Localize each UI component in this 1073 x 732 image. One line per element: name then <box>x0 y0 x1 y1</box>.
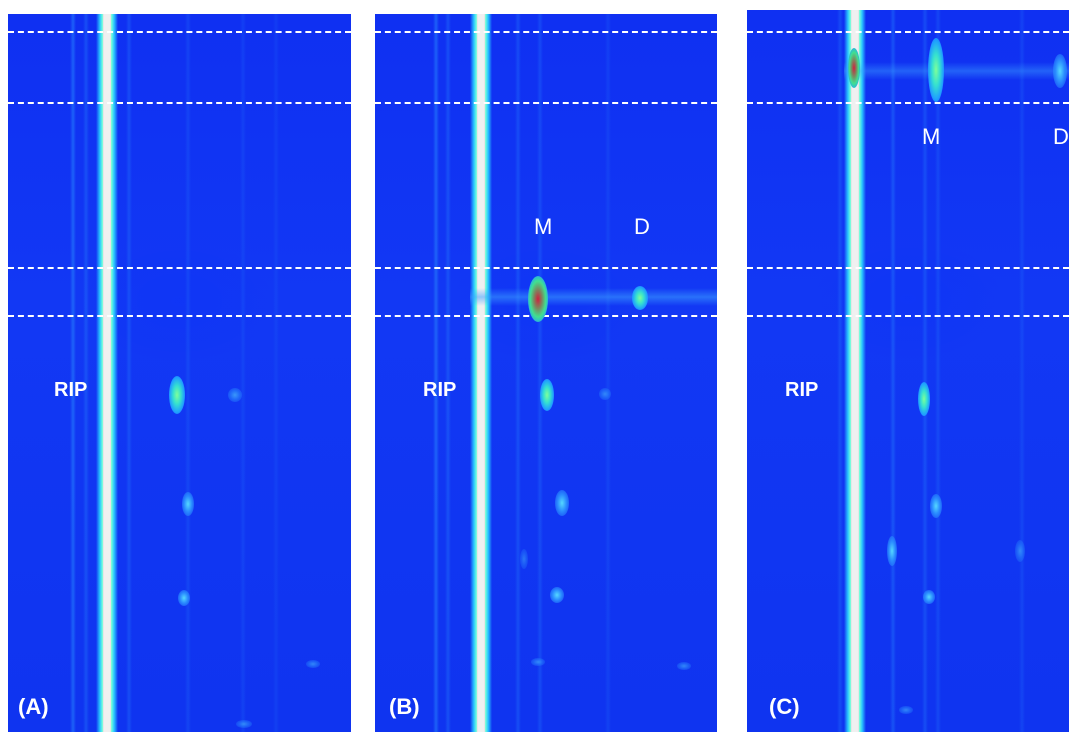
ion-peak <box>169 376 185 414</box>
ion-peak <box>899 706 913 714</box>
region-marker-line <box>747 102 1069 104</box>
spectrum-panel-b: M D RIP (B) <box>375 14 717 732</box>
panel-label: (A) <box>18 694 49 719</box>
monomer-peak <box>528 276 548 322</box>
region-marker-line <box>747 267 1069 269</box>
rip-label: RIP <box>785 379 819 401</box>
drift-streak <box>935 10 941 732</box>
dimer-label: D <box>1053 124 1069 149</box>
region-marker-line <box>8 267 351 269</box>
drift-streak <box>537 14 543 732</box>
region-marker-line <box>375 315 717 317</box>
ion-peak <box>550 587 564 603</box>
drift-streak <box>185 14 191 732</box>
ion-peak <box>887 536 897 566</box>
dimer-peak <box>632 286 648 310</box>
region-marker-line <box>8 31 351 33</box>
drift-streak <box>273 14 279 732</box>
ion-peak <box>531 658 545 666</box>
dimer-peak <box>1053 54 1067 88</box>
spectrum-panel-c: M D RIP (C) <box>747 10 1069 732</box>
ion-peak <box>306 660 320 668</box>
ion-peak <box>178 590 190 606</box>
region-marker-line <box>375 31 717 33</box>
rip-red-spot <box>848 48 860 88</box>
drift-streak <box>1019 10 1025 732</box>
ion-peak <box>520 549 528 569</box>
dimer-label: D <box>634 214 650 239</box>
rip-label: RIP <box>423 379 457 401</box>
drift-streak <box>240 14 246 732</box>
drift-streak <box>922 10 928 732</box>
rip-line <box>96 14 118 732</box>
drift-streak <box>83 14 89 732</box>
drift-streak <box>433 14 439 732</box>
rip-label: RIP <box>54 379 88 401</box>
panel-label: (B) <box>389 694 420 719</box>
monomer-label: M <box>922 124 941 149</box>
region-marker-line <box>375 267 717 269</box>
region-marker-line <box>747 315 1069 317</box>
ion-peak <box>599 388 611 400</box>
rip-line <box>844 10 866 732</box>
ion-peak <box>923 590 935 604</box>
ion-band <box>470 288 717 306</box>
region-marker-line <box>747 31 1069 33</box>
monomer-peak <box>928 38 944 102</box>
ion-peak <box>930 494 942 518</box>
ion-peak <box>182 492 194 516</box>
ion-band <box>844 62 1069 80</box>
ion-peak <box>1015 540 1025 562</box>
drift-streak <box>605 14 611 732</box>
ion-peak <box>677 662 691 670</box>
region-marker-line <box>8 315 351 317</box>
monomer-label: M <box>534 214 553 239</box>
rip-line <box>470 14 492 732</box>
ion-peak <box>540 379 554 411</box>
ion-peak <box>555 490 569 516</box>
spectrum-panel-a: RIP (A) <box>8 14 351 732</box>
ion-peak <box>228 388 242 402</box>
ion-peak <box>236 720 252 728</box>
ion-peak <box>918 382 930 416</box>
panel-label: (C) <box>769 694 800 719</box>
drift-streak <box>515 14 521 732</box>
drift-streak <box>445 14 451 732</box>
drift-streak <box>126 14 132 732</box>
region-marker-line <box>8 102 351 104</box>
region-marker-line <box>375 102 717 104</box>
drift-streak <box>837 10 843 732</box>
drift-streak <box>70 14 76 732</box>
drift-streak <box>890 10 896 732</box>
